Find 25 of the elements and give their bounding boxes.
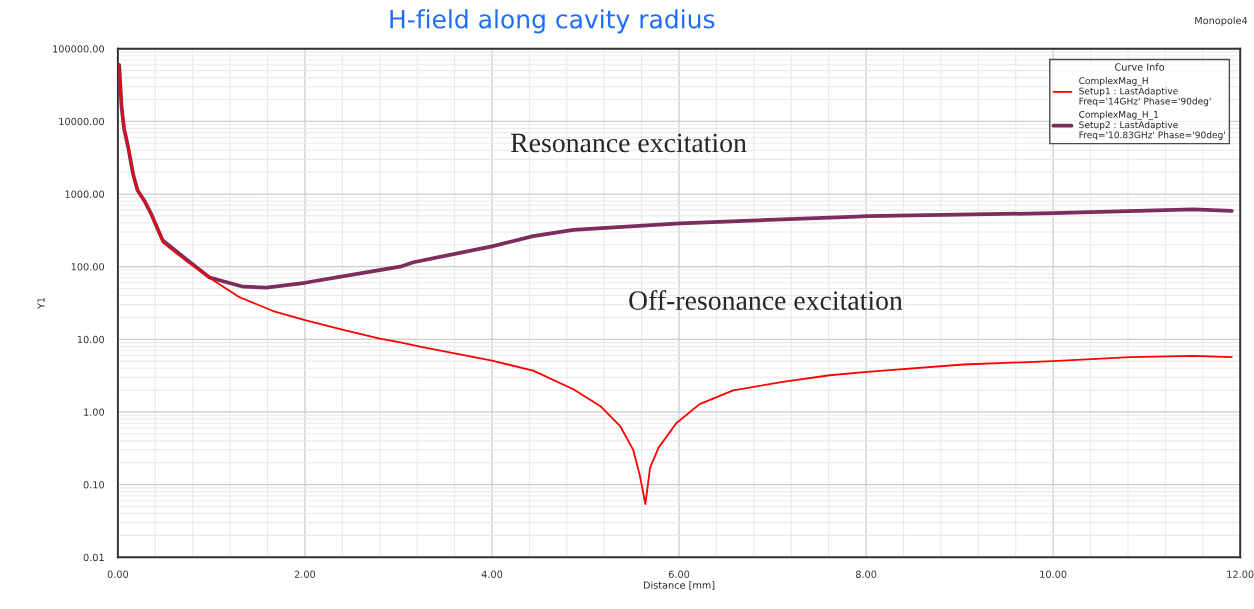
x-tick-label: 0.00	[107, 570, 129, 578]
annotation: Off-resonance excitation	[629, 290, 903, 310]
legend-title: Curve Info	[1115, 63, 1165, 71]
legend-label: ComplexMag_H_1 Setup2 : LastAdaptive Freq='10.83GHz' Phase='90deg'	[1079, 110, 1225, 141]
y-axis-title: Y1	[37, 297, 45, 310]
text: Monopole4	[1195, 16, 1248, 27]
y-tick-label: 10000.00	[59, 117, 105, 126]
x-tick-label: 8.00	[855, 570, 877, 578]
x-tick-label: 12.00	[1227, 570, 1254, 578]
y-tick-label: 10.00	[77, 335, 105, 344]
annotation: Resonance excitation	[510, 133, 747, 153]
legend-label: ComplexMag_H Setup1 : LastAdaptive Freq='14GHz' Phase='90deg'	[1079, 77, 1211, 107]
y-tick-label: 0.01	[83, 553, 104, 562]
chart-title: H-field along cavity radius	[390, 9, 715, 34]
y-tick-label: 0.10	[83, 481, 105, 489]
y-tick-label: 100.00	[71, 263, 105, 271]
x-tick-label: 10.00	[1040, 570, 1067, 578]
line-series	[118, 63, 1233, 505]
y-tick-label: 1.00	[84, 408, 105, 416]
x-tick-label: 2.00	[294, 570, 316, 578]
y-tick-label: 100000.00	[53, 45, 105, 53]
x-tick-label: 4.00	[481, 570, 503, 578]
y-tick-label: 1000.00	[65, 190, 105, 198]
x-tick-label: 6.00	[668, 570, 690, 578]
x-axis-title: Distance [mm]	[643, 581, 715, 590]
